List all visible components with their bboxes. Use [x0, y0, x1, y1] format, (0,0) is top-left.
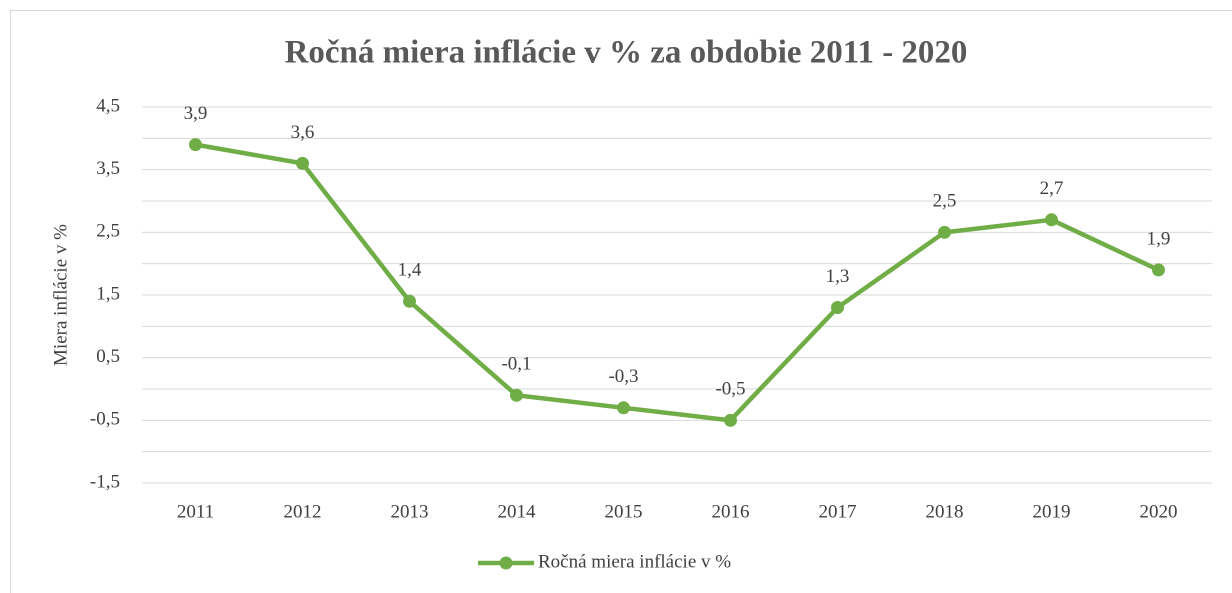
data-label: 3,9: [184, 103, 208, 124]
y-tick-label: 1,5: [96, 283, 120, 304]
data-label: 1,3: [826, 266, 850, 287]
data-label: -0,5: [715, 379, 745, 400]
x-tick-label: 2012: [284, 501, 322, 522]
chart-border: [10, 10, 1232, 593]
x-tick-label: 2014: [498, 501, 537, 522]
chart-title: Ročná miera inflácie v % za obdobie 2011…: [285, 35, 968, 71]
y-tick-label: 0,5: [96, 346, 120, 367]
x-tick-label: 2019: [1033, 501, 1071, 522]
data-label: -0,3: [608, 366, 638, 387]
data-label: -0,1: [501, 354, 531, 375]
y-tick-label: -1,5: [90, 471, 120, 492]
data-point: [938, 225, 951, 239]
legend-label: Ročná miera inflácie v %: [538, 551, 731, 572]
x-tick-label: 2018: [926, 501, 964, 522]
x-tick-label: 2017: [819, 501, 857, 522]
legend-marker: [499, 556, 513, 570]
data-point: [1152, 263, 1165, 277]
data-label: 2,7: [1040, 178, 1064, 199]
x-tick-label: 2013: [391, 501, 429, 522]
data-point: [403, 294, 416, 308]
y-tick-label: 4,5: [96, 95, 120, 116]
y-axis-label: Miera inflácie v %: [50, 224, 71, 366]
y-tick-label: 3,5: [96, 158, 120, 179]
series-line: [195, 142, 1160, 423]
data-label: 3,6: [291, 122, 315, 143]
x-tick-label: 2011: [177, 501, 214, 522]
data-point: [724, 413, 737, 427]
x-tick-label: 2016: [712, 501, 750, 522]
data-point: [296, 156, 309, 170]
data-point: [510, 388, 523, 402]
data-point: [617, 401, 630, 415]
x-tick-label: 2015: [605, 501, 643, 522]
y-tick-label: -0,5: [90, 409, 120, 430]
data-label: 1,9: [1147, 228, 1171, 249]
y-tick-label: 2,5: [96, 221, 120, 242]
x-tick-label: 2020: [1140, 501, 1178, 522]
data-point: [1045, 213, 1058, 227]
data-label: 1,4: [398, 260, 422, 281]
data-point: [831, 301, 844, 315]
data-label: 2,5: [933, 191, 957, 212]
data-point: [189, 138, 202, 152]
